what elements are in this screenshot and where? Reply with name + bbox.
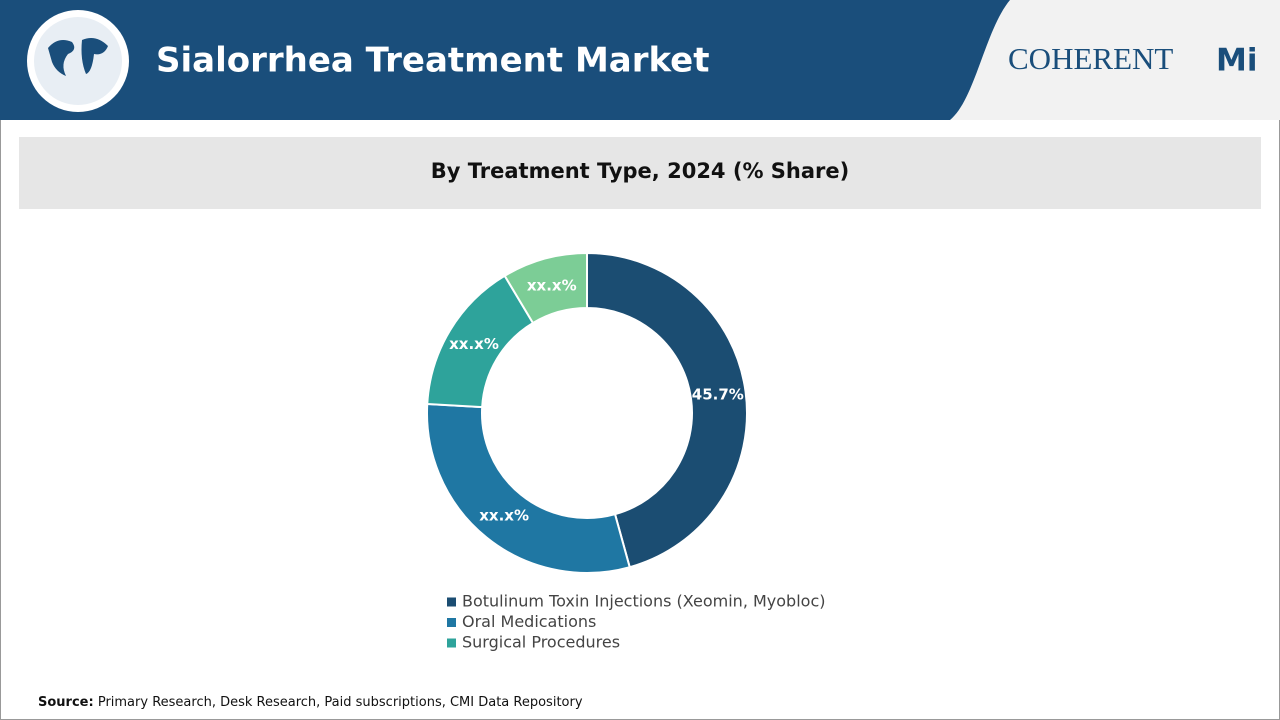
donut-segment bbox=[503, 251, 588, 325]
source: Source: Primary Research, Desk Research,… bbox=[38, 695, 583, 710]
donut-segment bbox=[586, 251, 748, 569]
header-band bbox=[0, 0, 1010, 120]
data-label: 45.7% bbox=[692, 386, 744, 404]
header-title: Sialorrhea Treatment Market bbox=[156, 41, 710, 81]
logo-mark: Mi bbox=[1216, 43, 1257, 79]
legend-swatch bbox=[447, 638, 456, 648]
data-label: xx.x% bbox=[479, 506, 529, 524]
source-text: Primary Research, Desk Research, Paid su… bbox=[98, 695, 583, 710]
donut-segment bbox=[426, 402, 631, 574]
legend-label: Botulinum Toxin Injections (Xeomin, Myob… bbox=[462, 592, 825, 611]
legend-swatch bbox=[447, 618, 456, 627]
legend-label: Oral Medications bbox=[462, 612, 596, 631]
subtitle-band bbox=[19, 137, 1261, 209]
data-label: xx.x% bbox=[527, 276, 577, 294]
globe-map bbox=[48, 38, 108, 76]
globe-inner bbox=[34, 17, 122, 105]
legend-label: Surgical Procedures bbox=[462, 633, 620, 652]
legend-swatch bbox=[447, 597, 456, 607]
data-label: xx.x% bbox=[449, 335, 499, 353]
logo-text: COHERENT bbox=[1008, 41, 1173, 76]
chart-title: By Treatment Type, 2024 (% Share) bbox=[431, 159, 850, 183]
source-label: Source: bbox=[38, 695, 94, 710]
